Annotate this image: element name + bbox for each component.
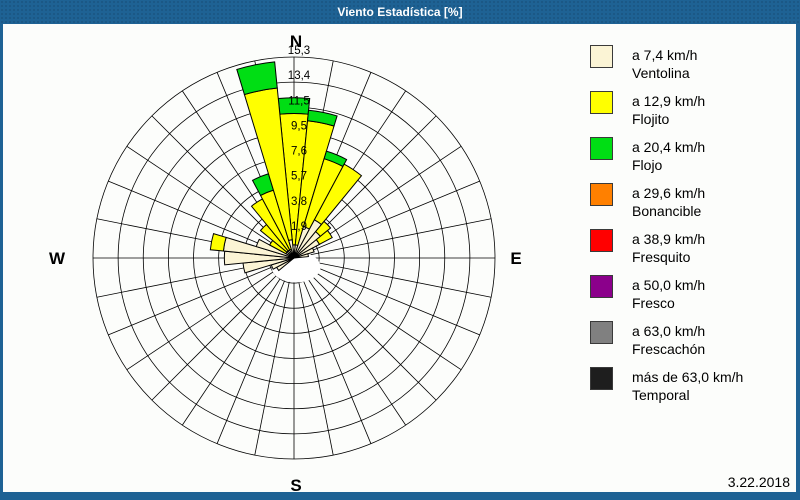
petal-flojo bbox=[323, 150, 348, 168]
ring-label: 9,5 bbox=[291, 120, 307, 132]
legend-label: a 20,4 km/h Flojo bbox=[632, 137, 706, 173]
petal-ventolina bbox=[293, 247, 315, 259]
legend-speed: a 38,9 km/h bbox=[632, 231, 706, 247]
legend-name: Flojo bbox=[632, 157, 663, 173]
legend-swatch-bonancible bbox=[590, 183, 613, 206]
legend-name: Fresquito bbox=[632, 249, 691, 265]
grid-spoke bbox=[293, 257, 372, 444]
grid-spoke bbox=[108, 257, 295, 336]
compass-label-east: E bbox=[510, 249, 521, 268]
legend-label: a 38,9 km/h Fresquito bbox=[632, 229, 706, 265]
legend-name: Bonancible bbox=[632, 203, 702, 219]
legend-swatch-flojo bbox=[590, 137, 613, 160]
legend-speed: a 63,0 km/h bbox=[632, 323, 706, 339]
grid-spoke bbox=[293, 218, 492, 259]
legend-item-ventolina: a 7,4 km/h Ventolina bbox=[590, 45, 790, 81]
legend-label: a 63,0 km/h Frescachón bbox=[632, 321, 706, 357]
legend-swatch-frescachón bbox=[590, 321, 613, 344]
grid-spoke bbox=[216, 257, 295, 444]
legend-label: a 29,6 km/h Bonancible bbox=[632, 183, 706, 219]
legend-label: a 7,4 km/h Ventolina bbox=[632, 45, 698, 81]
grid-spoke bbox=[293, 257, 492, 298]
legend-label: a 12,9 km/h Flojito bbox=[632, 91, 706, 127]
window-title: Viento Estadística [%] bbox=[337, 5, 463, 19]
petal-flojito bbox=[209, 232, 227, 252]
ring-label: 11,5 bbox=[288, 95, 310, 107]
window-bottom-bar bbox=[0, 492, 800, 500]
petal-flojo bbox=[236, 61, 278, 96]
legend-item-flojo: a 20,4 km/h Flojo bbox=[590, 137, 790, 173]
legend-label: a 50,0 km/h Fresco bbox=[632, 275, 706, 311]
legend-swatch-fresco bbox=[590, 275, 613, 298]
legend-item-bonancible: a 29,6 km/h Bonancible bbox=[590, 183, 790, 219]
legend-item-fresco: a 50,0 km/h Fresco bbox=[590, 275, 790, 311]
ring-label: 1,9 bbox=[291, 221, 307, 233]
legend-speed: a 20,4 km/h bbox=[632, 139, 706, 155]
compass-label-north: N bbox=[290, 32, 302, 51]
legend-speed: a 7,4 km/h bbox=[632, 47, 698, 63]
date-label: 3.22.2018 bbox=[727, 474, 790, 490]
ring-label: 15,3 bbox=[288, 45, 310, 57]
legend-speed: más de 63,0 km/h bbox=[632, 369, 744, 385]
legend-item-fresquito: a 38,9 km/h Fresquito bbox=[590, 229, 790, 265]
petal-flojito bbox=[313, 163, 363, 226]
legend-swatch-fresquito bbox=[590, 229, 613, 252]
legend-speed: a 12,9 km/h bbox=[632, 93, 706, 109]
legend-name: Fresco bbox=[632, 295, 675, 311]
legend-name: Frescachón bbox=[632, 341, 706, 357]
grid-spoke bbox=[126, 257, 295, 371]
petal-flojo bbox=[306, 109, 338, 127]
grid-spoke bbox=[293, 257, 437, 401]
ring-label: 13,4 bbox=[288, 70, 311, 82]
compass-label-south: S bbox=[290, 476, 301, 495]
compass-label-west: W bbox=[49, 249, 66, 268]
grid-spoke bbox=[293, 257, 462, 371]
ring-label: 3,8 bbox=[291, 196, 307, 208]
grid-spoke bbox=[181, 257, 295, 426]
legend-item-flojito: a 12,9 km/h Flojito bbox=[590, 91, 790, 127]
window-border-left bbox=[0, 24, 3, 500]
legend-name: Ventolina bbox=[632, 65, 690, 81]
legend-swatch-flojito bbox=[590, 91, 613, 114]
grid-spoke bbox=[293, 257, 334, 456]
legend-item-frescachón: a 63,0 km/h Frescachón bbox=[590, 321, 790, 357]
petal-flojito bbox=[314, 220, 332, 238]
petal-flojo bbox=[277, 97, 311, 115]
grid-spoke bbox=[293, 257, 407, 426]
legend-label: más de 63,0 km/h Temporal bbox=[632, 367, 744, 403]
petal-flojito bbox=[315, 229, 333, 246]
legend-item-temporal: más de 63,0 km/h Temporal bbox=[590, 367, 790, 403]
ring-label: 7,6 bbox=[291, 146, 307, 158]
legend-name: Temporal bbox=[632, 387, 690, 403]
grid-spoke bbox=[126, 145, 295, 259]
legend-speed: a 50,0 km/h bbox=[632, 277, 706, 293]
legend: a 7,4 km/h Ventolina a 12,9 km/h Flojito a 2… bbox=[590, 45, 790, 403]
grid-spoke bbox=[151, 257, 295, 401]
grid-spoke bbox=[293, 257, 480, 336]
legend-name: Flojito bbox=[632, 111, 670, 127]
ring-label: 5,7 bbox=[291, 171, 307, 183]
grid-spoke bbox=[254, 257, 295, 456]
petal-ventolina bbox=[293, 253, 309, 259]
legend-speed: a 29,6 km/h bbox=[632, 185, 706, 201]
window-title-bar[interactable]: Viento Estadística [%] bbox=[0, 0, 800, 24]
window-border-right bbox=[796, 24, 800, 500]
legend-swatch-temporal bbox=[590, 367, 613, 390]
grid-spoke bbox=[293, 180, 480, 259]
legend-swatch-ventolina bbox=[590, 45, 613, 68]
